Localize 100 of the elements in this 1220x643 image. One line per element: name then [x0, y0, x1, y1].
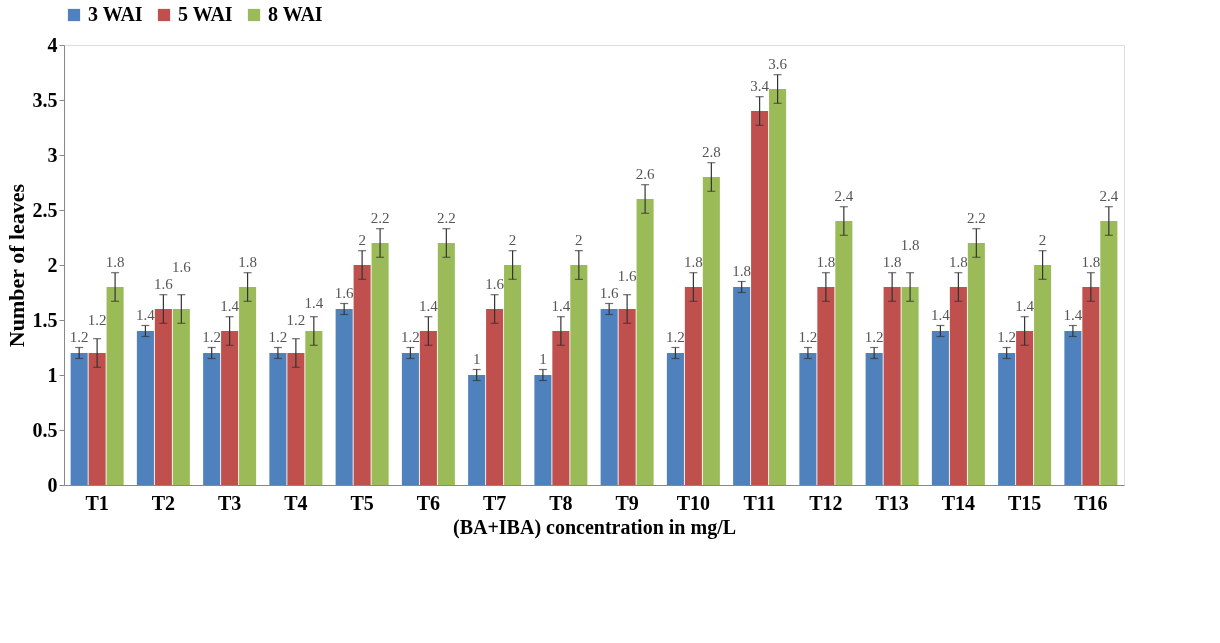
data-label: 1.8	[816, 253, 836, 270]
y-tick-label: 2.5	[32, 198, 58, 221]
x-tick-label: T4	[284, 491, 308, 514]
y-tick-label: 4	[47, 33, 58, 56]
bar	[221, 331, 239, 485]
bar	[239, 287, 257, 485]
data-label: 2.2	[966, 209, 986, 226]
data-label: 1.4	[419, 297, 439, 314]
x-tick-label: T3	[217, 491, 242, 514]
data-label: 2	[575, 231, 583, 248]
bar	[203, 353, 221, 485]
y-tick-label: 3.5	[32, 88, 58, 111]
data-label: 1.4	[551, 297, 571, 314]
data-label: 1.8	[684, 253, 703, 270]
bar	[136, 331, 154, 485]
x-tick-label: T2	[151, 491, 176, 514]
data-label: 1.4	[1063, 306, 1083, 323]
y-tick-label: 0	[47, 473, 58, 496]
x-tick-label: T15	[1007, 491, 1042, 514]
x-tick-label: T11	[743, 491, 776, 514]
bar	[570, 265, 588, 485]
bar	[636, 199, 654, 485]
data-label: 2.2	[436, 209, 456, 226]
data-label: 1.2	[864, 328, 884, 345]
data-label: 1.4	[304, 294, 324, 311]
bar	[865, 353, 883, 485]
bar	[733, 287, 751, 485]
legend-label: 5 WAI	[178, 3, 233, 25]
data-label: 1.2	[997, 328, 1017, 345]
bar	[1034, 265, 1052, 485]
bar	[552, 331, 570, 485]
x-tick-label: T5	[350, 491, 374, 514]
data-label: 1.8	[900, 236, 920, 253]
bar	[486, 309, 504, 485]
data-label: 1.8	[949, 253, 968, 270]
data-label: 1.8	[732, 262, 752, 279]
bar	[967, 243, 985, 485]
data-label: 1.6	[485, 275, 505, 292]
x-tick-label: T13	[875, 491, 909, 514]
data-label: 1.2	[286, 311, 306, 328]
bar	[1016, 331, 1034, 485]
bar	[702, 177, 720, 485]
legend-label: 3 WAI	[88, 3, 143, 25]
bar	[1100, 221, 1118, 485]
bar	[1064, 331, 1082, 485]
data-label: 1	[472, 350, 481, 367]
x-tick-label: T10	[676, 491, 711, 514]
data-label: 1.4	[136, 306, 156, 323]
bar	[901, 287, 919, 485]
bar	[419, 331, 437, 485]
data-label: 1	[539, 350, 547, 367]
bar	[883, 287, 901, 485]
bar	[769, 89, 787, 485]
data-label: 1.4	[220, 297, 240, 314]
bar	[618, 309, 636, 485]
bar	[353, 265, 371, 485]
data-label: 1.6	[617, 267, 637, 284]
data-label: 1.6	[599, 284, 620, 301]
y-tick-label: 2	[47, 253, 58, 276]
bar	[600, 309, 618, 485]
bar	[835, 221, 853, 485]
bar	[70, 353, 88, 485]
bar	[949, 287, 967, 485]
y-tick-label: 3	[47, 143, 58, 166]
bar	[931, 331, 949, 485]
bar	[287, 353, 305, 485]
data-label: 2	[358, 231, 366, 248]
data-label: 1.6	[154, 275, 174, 292]
data-label: 1.2	[69, 328, 89, 345]
data-label: 2	[1038, 231, 1047, 248]
data-label: 1.2	[798, 328, 818, 345]
x-tick-label: T8	[549, 491, 573, 514]
bar	[305, 331, 323, 485]
x-tick-label: T14	[941, 491, 976, 514]
bar	[437, 243, 455, 485]
data-label: 2.4	[834, 187, 854, 204]
data-label: 1.4	[1015, 297, 1035, 314]
bar	[817, 287, 835, 485]
bar	[1082, 287, 1100, 485]
data-label: 1.8	[238, 253, 257, 270]
x-tick-label: T1	[85, 491, 109, 514]
data-label: 1.2	[666, 328, 685, 345]
bar	[504, 265, 522, 485]
data-label: 1.8	[1081, 253, 1101, 270]
legend-label: 8 WAI	[268, 3, 323, 25]
bar	[172, 309, 190, 485]
bar	[684, 287, 702, 485]
data-label: 2.6	[635, 165, 655, 182]
bar	[335, 309, 353, 485]
y-axis-title: Number of leaves	[3, 183, 29, 348]
bar	[371, 243, 389, 485]
y-tick-label: 1.5	[32, 308, 58, 331]
x-tick-label: T9	[615, 491, 639, 514]
data-label: 1.2	[401, 328, 420, 345]
y-tick-label: 0.5	[32, 418, 58, 441]
bar	[998, 353, 1016, 485]
bar	[269, 353, 287, 485]
data-label: 3.4	[750, 77, 770, 94]
data-label: 1.2	[87, 311, 107, 328]
y-tick-label: 1	[47, 363, 58, 386]
